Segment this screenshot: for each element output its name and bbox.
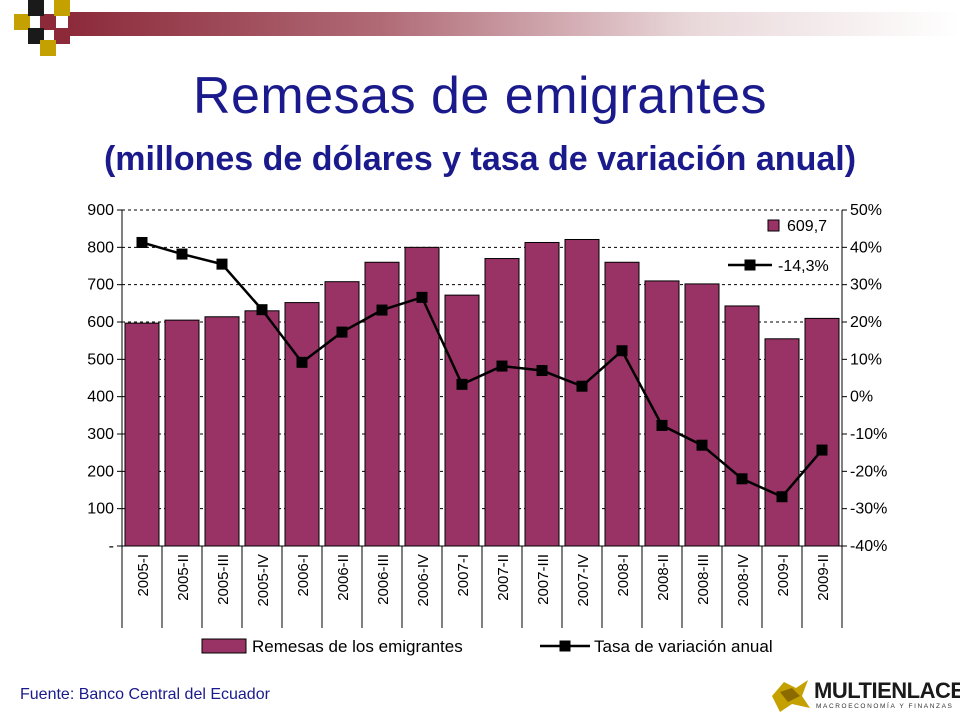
logo-wordmark: MULTIENLACE: [814, 678, 960, 703]
category-label: 2005-IV: [255, 554, 272, 607]
bar: [484, 258, 520, 547]
bar: [244, 310, 280, 547]
right-tick-label: 40%: [850, 239, 882, 256]
left-tick-label: 700: [87, 277, 114, 294]
logo-emblem-icon: [772, 680, 810, 712]
bar: [124, 322, 160, 547]
legend-line-label: Tasa de variación anual: [594, 637, 773, 656]
rate-point: [616, 345, 628, 357]
rate-point: [656, 419, 668, 431]
category-label: 2007-II: [495, 554, 512, 601]
bar: [644, 280, 680, 547]
bar: [284, 302, 320, 547]
left-tick-label: 900: [87, 202, 114, 219]
decor-square: [54, 0, 70, 16]
category-label: 2005-III: [215, 554, 232, 605]
legend-bar-swatch: [201, 638, 247, 654]
category-label: 2005-I: [135, 554, 152, 597]
left-tick-label: 600: [87, 314, 114, 331]
header-gradient-band: [68, 12, 960, 36]
bar: [604, 261, 640, 547]
right-tick-label: -20%: [850, 463, 887, 480]
left-tick-label: 800: [87, 239, 114, 256]
left-tick-label: 100: [87, 501, 114, 518]
category-label: 2009-I: [775, 554, 792, 597]
category-label: 2006-III: [375, 554, 392, 605]
decor-square: [40, 14, 56, 30]
category-label: 2008-IV: [735, 554, 752, 607]
legend-bar-label: Remesas de los emigrantes: [252, 637, 463, 656]
rate-point: [136, 236, 148, 248]
rate-point: [216, 258, 228, 270]
category-label: 2007-I: [455, 554, 472, 597]
multienlace-logo: MULTIENLACE MACROECONOMÍA Y FINANZAS: [770, 676, 960, 716]
bar: [724, 305, 760, 547]
right-tick-label: 50%: [850, 202, 882, 219]
left-tick-label: 500: [87, 351, 114, 368]
bar: [204, 316, 240, 547]
bar: [564, 238, 600, 547]
rate-line: [141, 241, 823, 499]
rate-point: [776, 491, 788, 503]
left-tick-label: 200: [87, 463, 114, 480]
bar: [764, 338, 800, 547]
category-label: 2006-I: [295, 554, 312, 597]
rate-point: [496, 360, 508, 372]
right-tick-label: -40%: [850, 538, 887, 555]
rate-point: [576, 380, 588, 392]
left-tick-label: 300: [87, 426, 114, 443]
bar-last-value-label: 609,7: [787, 218, 827, 235]
decor-square: [54, 28, 70, 44]
rate-point: [256, 304, 268, 316]
category-label: 2006-IV: [415, 554, 432, 607]
bar: [324, 281, 360, 547]
rate-point: [176, 248, 188, 260]
page-subtitle: (millones de dólares y tasa de variación…: [103, 140, 857, 178]
left-tick-label: 400: [87, 389, 114, 406]
category-label: 2008-I: [615, 554, 632, 597]
source-note: Fuente: Banco Central del Ecuador: [20, 686, 270, 703]
rate-point: [376, 304, 388, 316]
bar: [684, 283, 720, 547]
rate-point: [456, 378, 468, 390]
rate-point: [336, 326, 348, 338]
decor-square: [14, 14, 30, 30]
line-last-value-label: -14,3%: [778, 258, 829, 275]
logo-tagline: MACROECONOMÍA Y FINANZAS: [816, 703, 954, 710]
remittances-chart: - 100 200 300 400 500 600 700 800 900 -40% -30% -20%…: [87, 202, 887, 656]
right-tick-label: 30%: [850, 277, 882, 294]
legend-line-marker: [559, 640, 571, 652]
category-label: 2008-III: [695, 554, 712, 605]
category-label: 2007-III: [535, 554, 552, 605]
bar: [524, 241, 560, 547]
category-label: 2009-II: [815, 554, 832, 601]
decor-square: [40, 40, 56, 56]
rate-point: [536, 365, 548, 377]
right-tick-label: -30%: [850, 501, 887, 518]
right-tick-label: -10%: [850, 426, 887, 443]
right-tick-label: 20%: [850, 314, 882, 331]
category-label: 2005-II: [175, 554, 192, 601]
category-label: 2006-II: [335, 554, 352, 601]
rate-point: [696, 439, 708, 451]
bar: [444, 294, 480, 547]
right-tick-label: 0%: [850, 389, 873, 406]
page-title: Remesas de emigrantes: [192, 67, 768, 125]
category-label: 2007-IV: [575, 554, 592, 607]
rate-point: [736, 473, 748, 485]
rate-point: [816, 444, 828, 456]
rate-point: [296, 356, 308, 368]
line-label-marker: [744, 259, 756, 271]
category-label: 2008-II: [655, 554, 672, 601]
left-tick-label: -: [109, 538, 114, 555]
bar: [804, 317, 840, 547]
right-tick-label: 10%: [850, 351, 882, 368]
bar-label-swatch: [767, 219, 780, 232]
rate-point: [416, 291, 428, 303]
bar: [164, 319, 200, 547]
decor-square: [28, 0, 44, 16]
